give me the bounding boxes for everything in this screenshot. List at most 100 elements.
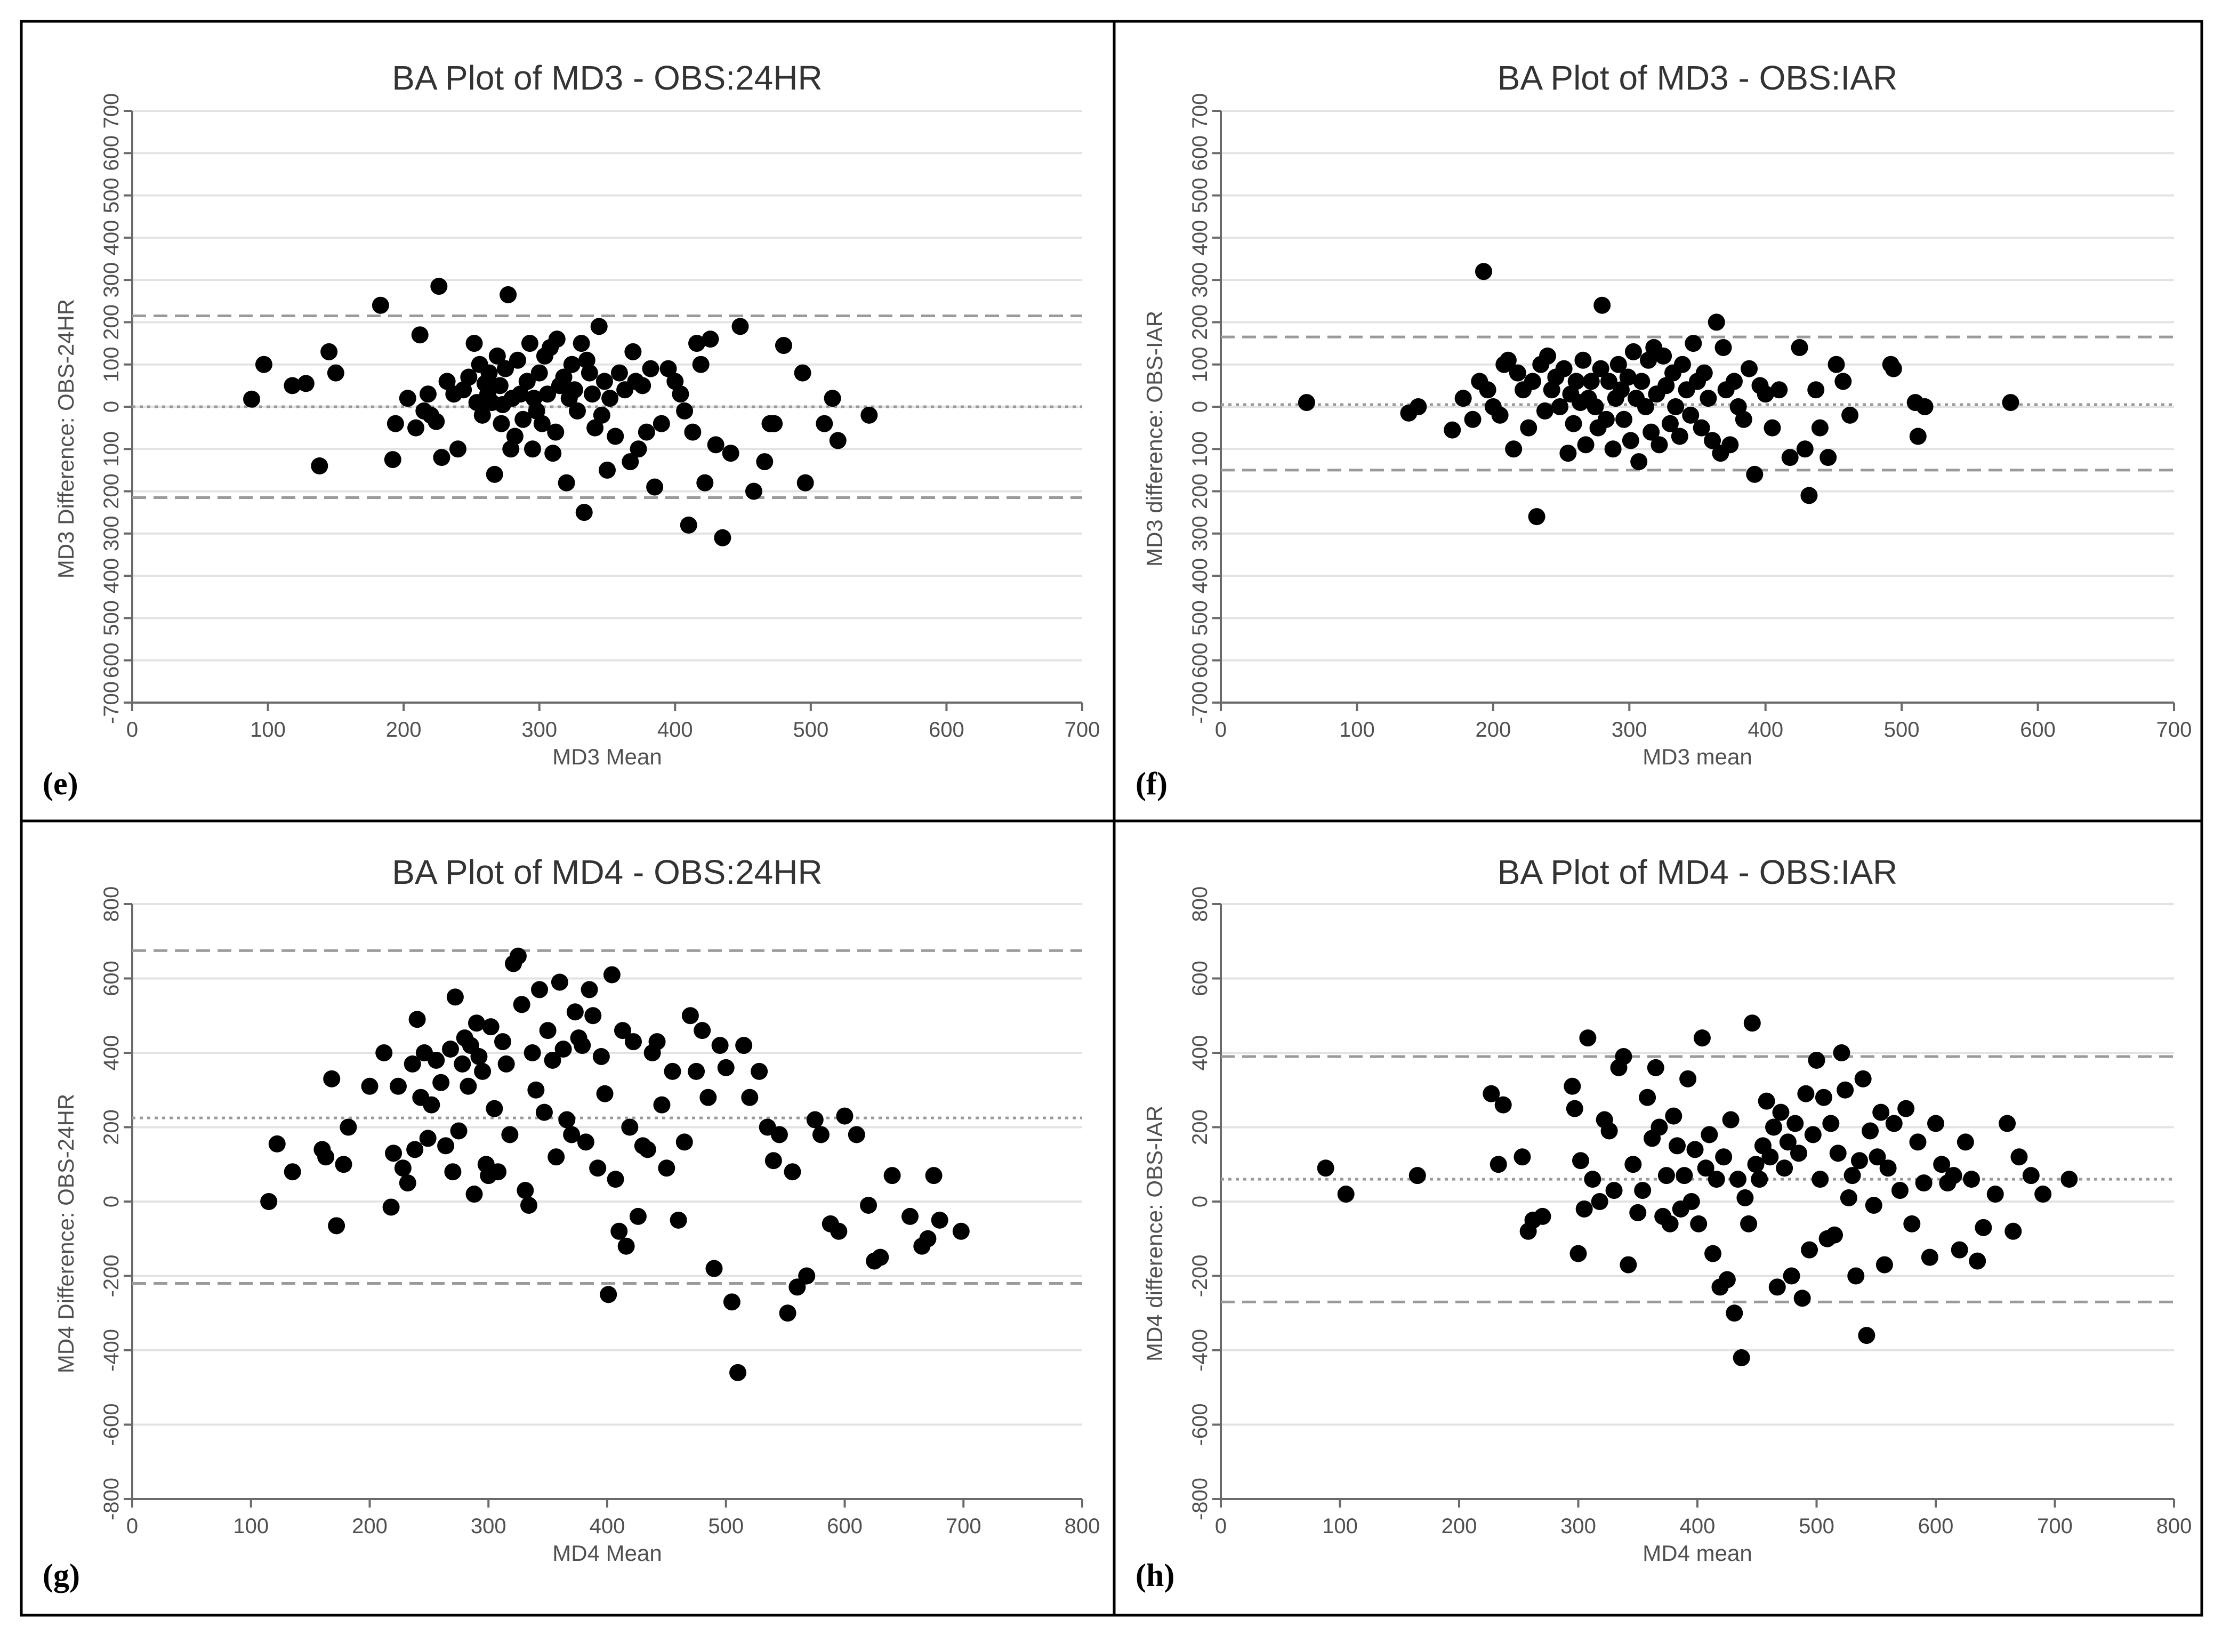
data-point — [1986, 1186, 2004, 1203]
data-point — [1679, 1070, 1697, 1087]
y-tick-label: 700 — [100, 93, 123, 129]
data-point — [465, 1186, 483, 1203]
data-point — [735, 1037, 753, 1054]
data-point — [1676, 1167, 1693, 1184]
data-point — [1695, 364, 1713, 382]
data-point — [1903, 1215, 1921, 1232]
data-point — [1671, 428, 1688, 445]
data-point — [1651, 436, 1668, 454]
data-point — [255, 356, 272, 373]
data-point — [578, 351, 595, 369]
data-point — [584, 1007, 602, 1025]
data-point — [1700, 390, 1717, 407]
panel-h: -800 -600 -400 -200 0 200 400 600 800 0 100 200 300 4… — [1113, 819, 2203, 1617]
data-point — [525, 390, 543, 407]
data-point — [1854, 1070, 1872, 1087]
data-point — [1837, 1081, 1854, 1099]
data-point — [625, 1033, 642, 1051]
data-point — [1715, 1148, 1733, 1166]
data-point — [883, 1167, 901, 1184]
y-tick-label: 800 — [1188, 887, 1212, 922]
data-point — [775, 337, 792, 354]
x-axis-title: MD4 Mean — [552, 1541, 662, 1566]
data-point — [1815, 1089, 1832, 1106]
data-point — [1708, 1171, 1725, 1188]
data-point — [1551, 398, 1569, 415]
data-point — [583, 385, 601, 403]
data-point — [1869, 1148, 1886, 1166]
data-point — [260, 1193, 278, 1210]
data-point — [1479, 381, 1496, 399]
data-point — [830, 1222, 848, 1240]
data-point — [705, 1260, 723, 1277]
x-tick-label: 100 — [1339, 718, 1375, 742]
data-point — [1833, 1044, 1850, 1061]
data-point — [1829, 1145, 1847, 1162]
data-point — [1494, 1096, 1512, 1114]
data-point — [1747, 1156, 1765, 1173]
data-point — [1708, 313, 1725, 331]
data-point — [2022, 1167, 2040, 1184]
data-point — [653, 1096, 671, 1114]
y-tick-label: 300 — [100, 515, 123, 551]
data-point — [1800, 487, 1818, 504]
data-point — [328, 1217, 345, 1235]
data-point — [1736, 1189, 1754, 1207]
data-point — [1701, 1126, 1718, 1143]
data-point — [717, 1059, 735, 1076]
data-point — [460, 1077, 477, 1095]
data-point — [729, 1364, 747, 1381]
data-point — [1875, 1256, 1893, 1274]
data-point — [1690, 1215, 1708, 1232]
data-point — [399, 390, 416, 407]
data-point — [1726, 1304, 1743, 1322]
data-point — [554, 1041, 572, 1058]
data-point — [1520, 419, 1537, 437]
data-point — [1536, 402, 1553, 420]
x-tick-label: 700 — [2037, 1514, 2073, 1538]
data-point — [1733, 1349, 1750, 1366]
y-tick-label: 100 — [100, 431, 123, 467]
x-tick-label: 100 — [233, 1514, 269, 1538]
data-point — [617, 1237, 635, 1255]
y-tick-label: -400 — [100, 1329, 123, 1372]
data-point — [659, 360, 677, 377]
y-tick-label: 200 — [100, 304, 123, 340]
data-point — [642, 360, 659, 377]
data-point — [1317, 1159, 1334, 1177]
data-point — [860, 406, 878, 424]
y-tick-label: 600 — [1188, 961, 1212, 996]
data-point — [1781, 449, 1799, 466]
data-point — [600, 1286, 617, 1303]
data-point — [1796, 440, 1814, 458]
data-point — [563, 1126, 581, 1143]
data-point — [919, 1230, 937, 1247]
data-point — [506, 428, 524, 445]
y-tick-label: 600 — [100, 642, 123, 678]
data-point — [1619, 368, 1637, 386]
data-point — [1872, 1103, 1890, 1121]
data-point — [812, 1126, 830, 1143]
data-point — [952, 1222, 970, 1240]
data-point — [610, 364, 628, 382]
data-point — [1490, 1156, 1507, 1173]
data-point — [714, 529, 731, 546]
data-point — [446, 988, 464, 1006]
y-tick-label: -600 — [1188, 1403, 1212, 1446]
data-point — [1743, 1014, 1761, 1032]
y-tick-label: 0 — [1188, 1196, 1212, 1207]
y-tick-label: 400 — [100, 1035, 123, 1071]
data-point — [592, 1047, 610, 1065]
x-tick-label: 300 — [1560, 1514, 1596, 1538]
data-point — [1826, 1226, 1843, 1244]
data-point — [551, 973, 568, 991]
data-point — [638, 423, 655, 441]
data-point — [1704, 432, 1721, 449]
data-point — [509, 947, 527, 965]
data-point — [444, 1163, 462, 1181]
data-point — [788, 1278, 806, 1296]
y-tick-label: 500 — [1188, 178, 1212, 213]
data-point — [494, 1033, 511, 1051]
data-point — [1643, 423, 1660, 441]
data-point — [1499, 351, 1517, 369]
